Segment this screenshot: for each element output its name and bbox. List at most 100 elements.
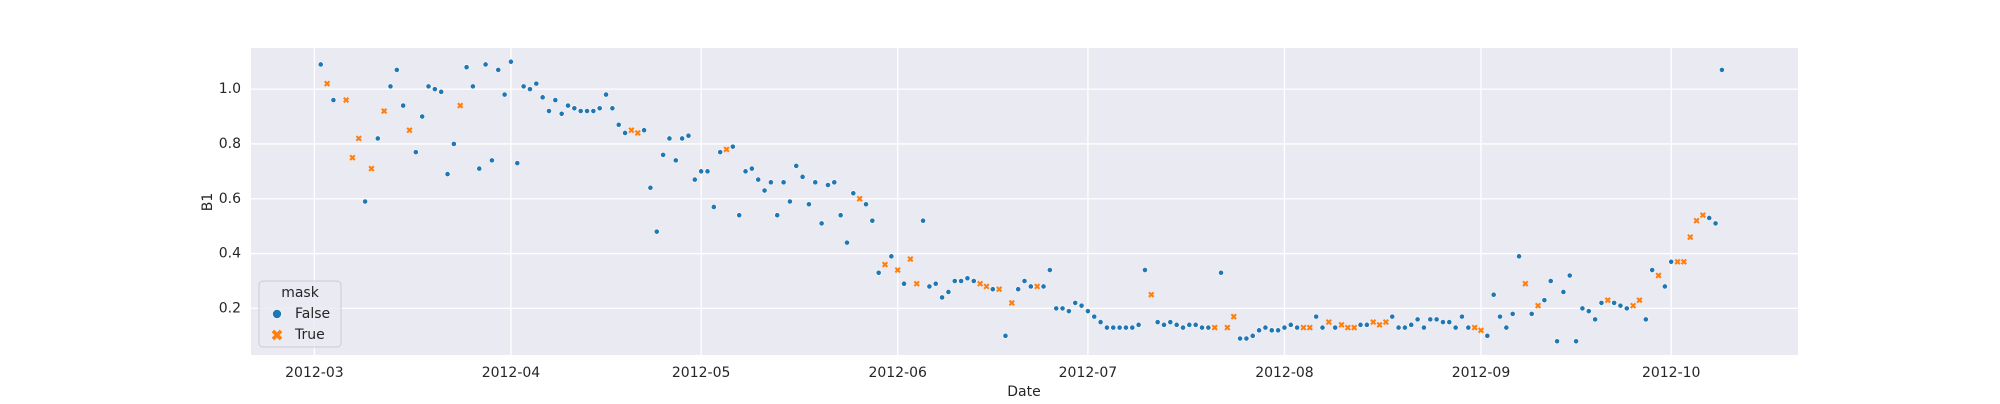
point xyxy=(1534,302,1542,309)
point xyxy=(1142,267,1148,273)
x-axis-label: Date xyxy=(1007,384,1040,400)
point xyxy=(1484,332,1491,339)
point xyxy=(1414,316,1421,323)
point xyxy=(691,176,698,183)
point xyxy=(419,113,426,120)
point xyxy=(1046,267,1053,273)
point xyxy=(355,135,362,142)
point xyxy=(1135,321,1142,328)
point xyxy=(1123,324,1129,331)
point xyxy=(508,58,514,65)
point xyxy=(1211,324,1218,331)
point xyxy=(1319,324,1326,331)
point xyxy=(1687,234,1694,241)
point xyxy=(1249,332,1256,339)
point xyxy=(825,182,831,188)
point xyxy=(1509,310,1516,317)
point xyxy=(787,198,793,205)
point xyxy=(1199,324,1205,331)
point xyxy=(748,165,755,172)
point xyxy=(704,168,711,175)
point xyxy=(761,187,768,194)
point xyxy=(558,110,565,117)
point xyxy=(1611,300,1618,306)
y-axis-label: B1 xyxy=(200,193,216,212)
point xyxy=(653,228,660,235)
point xyxy=(863,201,869,208)
point xyxy=(869,217,876,224)
legend: mask False True xyxy=(258,280,342,348)
point xyxy=(1275,327,1282,334)
point xyxy=(444,171,451,177)
point xyxy=(1693,217,1700,224)
point xyxy=(1091,313,1098,320)
point xyxy=(1604,297,1611,304)
point xyxy=(476,165,483,172)
point xyxy=(844,239,850,246)
point xyxy=(527,86,533,93)
point xyxy=(546,108,552,114)
point xyxy=(412,149,419,156)
point xyxy=(1224,324,1231,331)
point xyxy=(374,135,381,142)
point xyxy=(603,91,609,98)
point xyxy=(932,280,939,287)
point xyxy=(1072,300,1079,306)
point xyxy=(1104,324,1110,331)
point xyxy=(1180,324,1186,331)
point xyxy=(1452,324,1459,331)
point xyxy=(1218,269,1224,276)
point xyxy=(317,61,324,68)
y-tick-label: 0.4 xyxy=(219,246,241,262)
x-tick-label: 2012-04 xyxy=(482,365,541,381)
point xyxy=(406,127,413,134)
point xyxy=(1148,291,1155,298)
point xyxy=(1566,272,1573,279)
point xyxy=(1110,324,1117,331)
point xyxy=(514,160,521,167)
point xyxy=(1465,324,1472,331)
x-tick-label: 2012-07 xyxy=(1059,365,1118,381)
legend-label: False xyxy=(295,306,330,322)
legend-label: True xyxy=(294,327,325,343)
point xyxy=(672,157,679,164)
point xyxy=(552,97,559,103)
legend-marker xyxy=(272,309,282,319)
x-tick-label: 2012-03 xyxy=(285,365,344,381)
point xyxy=(1433,316,1440,323)
point xyxy=(368,165,375,172)
grid xyxy=(251,48,1798,355)
point xyxy=(1300,324,1307,331)
point xyxy=(1706,215,1713,221)
point xyxy=(1649,267,1656,273)
point xyxy=(450,141,457,147)
point xyxy=(1623,305,1630,312)
point xyxy=(1097,319,1104,326)
point xyxy=(907,255,914,263)
point xyxy=(1129,324,1136,331)
point xyxy=(1262,324,1269,331)
point xyxy=(1630,302,1637,309)
point xyxy=(577,108,584,114)
point xyxy=(596,105,603,112)
point xyxy=(1712,220,1719,227)
point xyxy=(1674,258,1681,265)
point xyxy=(767,179,774,186)
point xyxy=(698,168,705,175)
x-tick-label: 2012-06 xyxy=(868,365,927,381)
point xyxy=(1325,319,1332,326)
point xyxy=(634,129,641,137)
point xyxy=(501,91,508,98)
point xyxy=(1027,283,1034,290)
point xyxy=(622,130,628,136)
point xyxy=(609,105,616,112)
point xyxy=(1471,324,1478,331)
point xyxy=(1699,212,1706,219)
point xyxy=(1173,321,1180,328)
point xyxy=(970,278,977,284)
point xyxy=(945,289,952,295)
point xyxy=(729,143,736,150)
point xyxy=(565,102,571,109)
point xyxy=(1376,321,1383,328)
